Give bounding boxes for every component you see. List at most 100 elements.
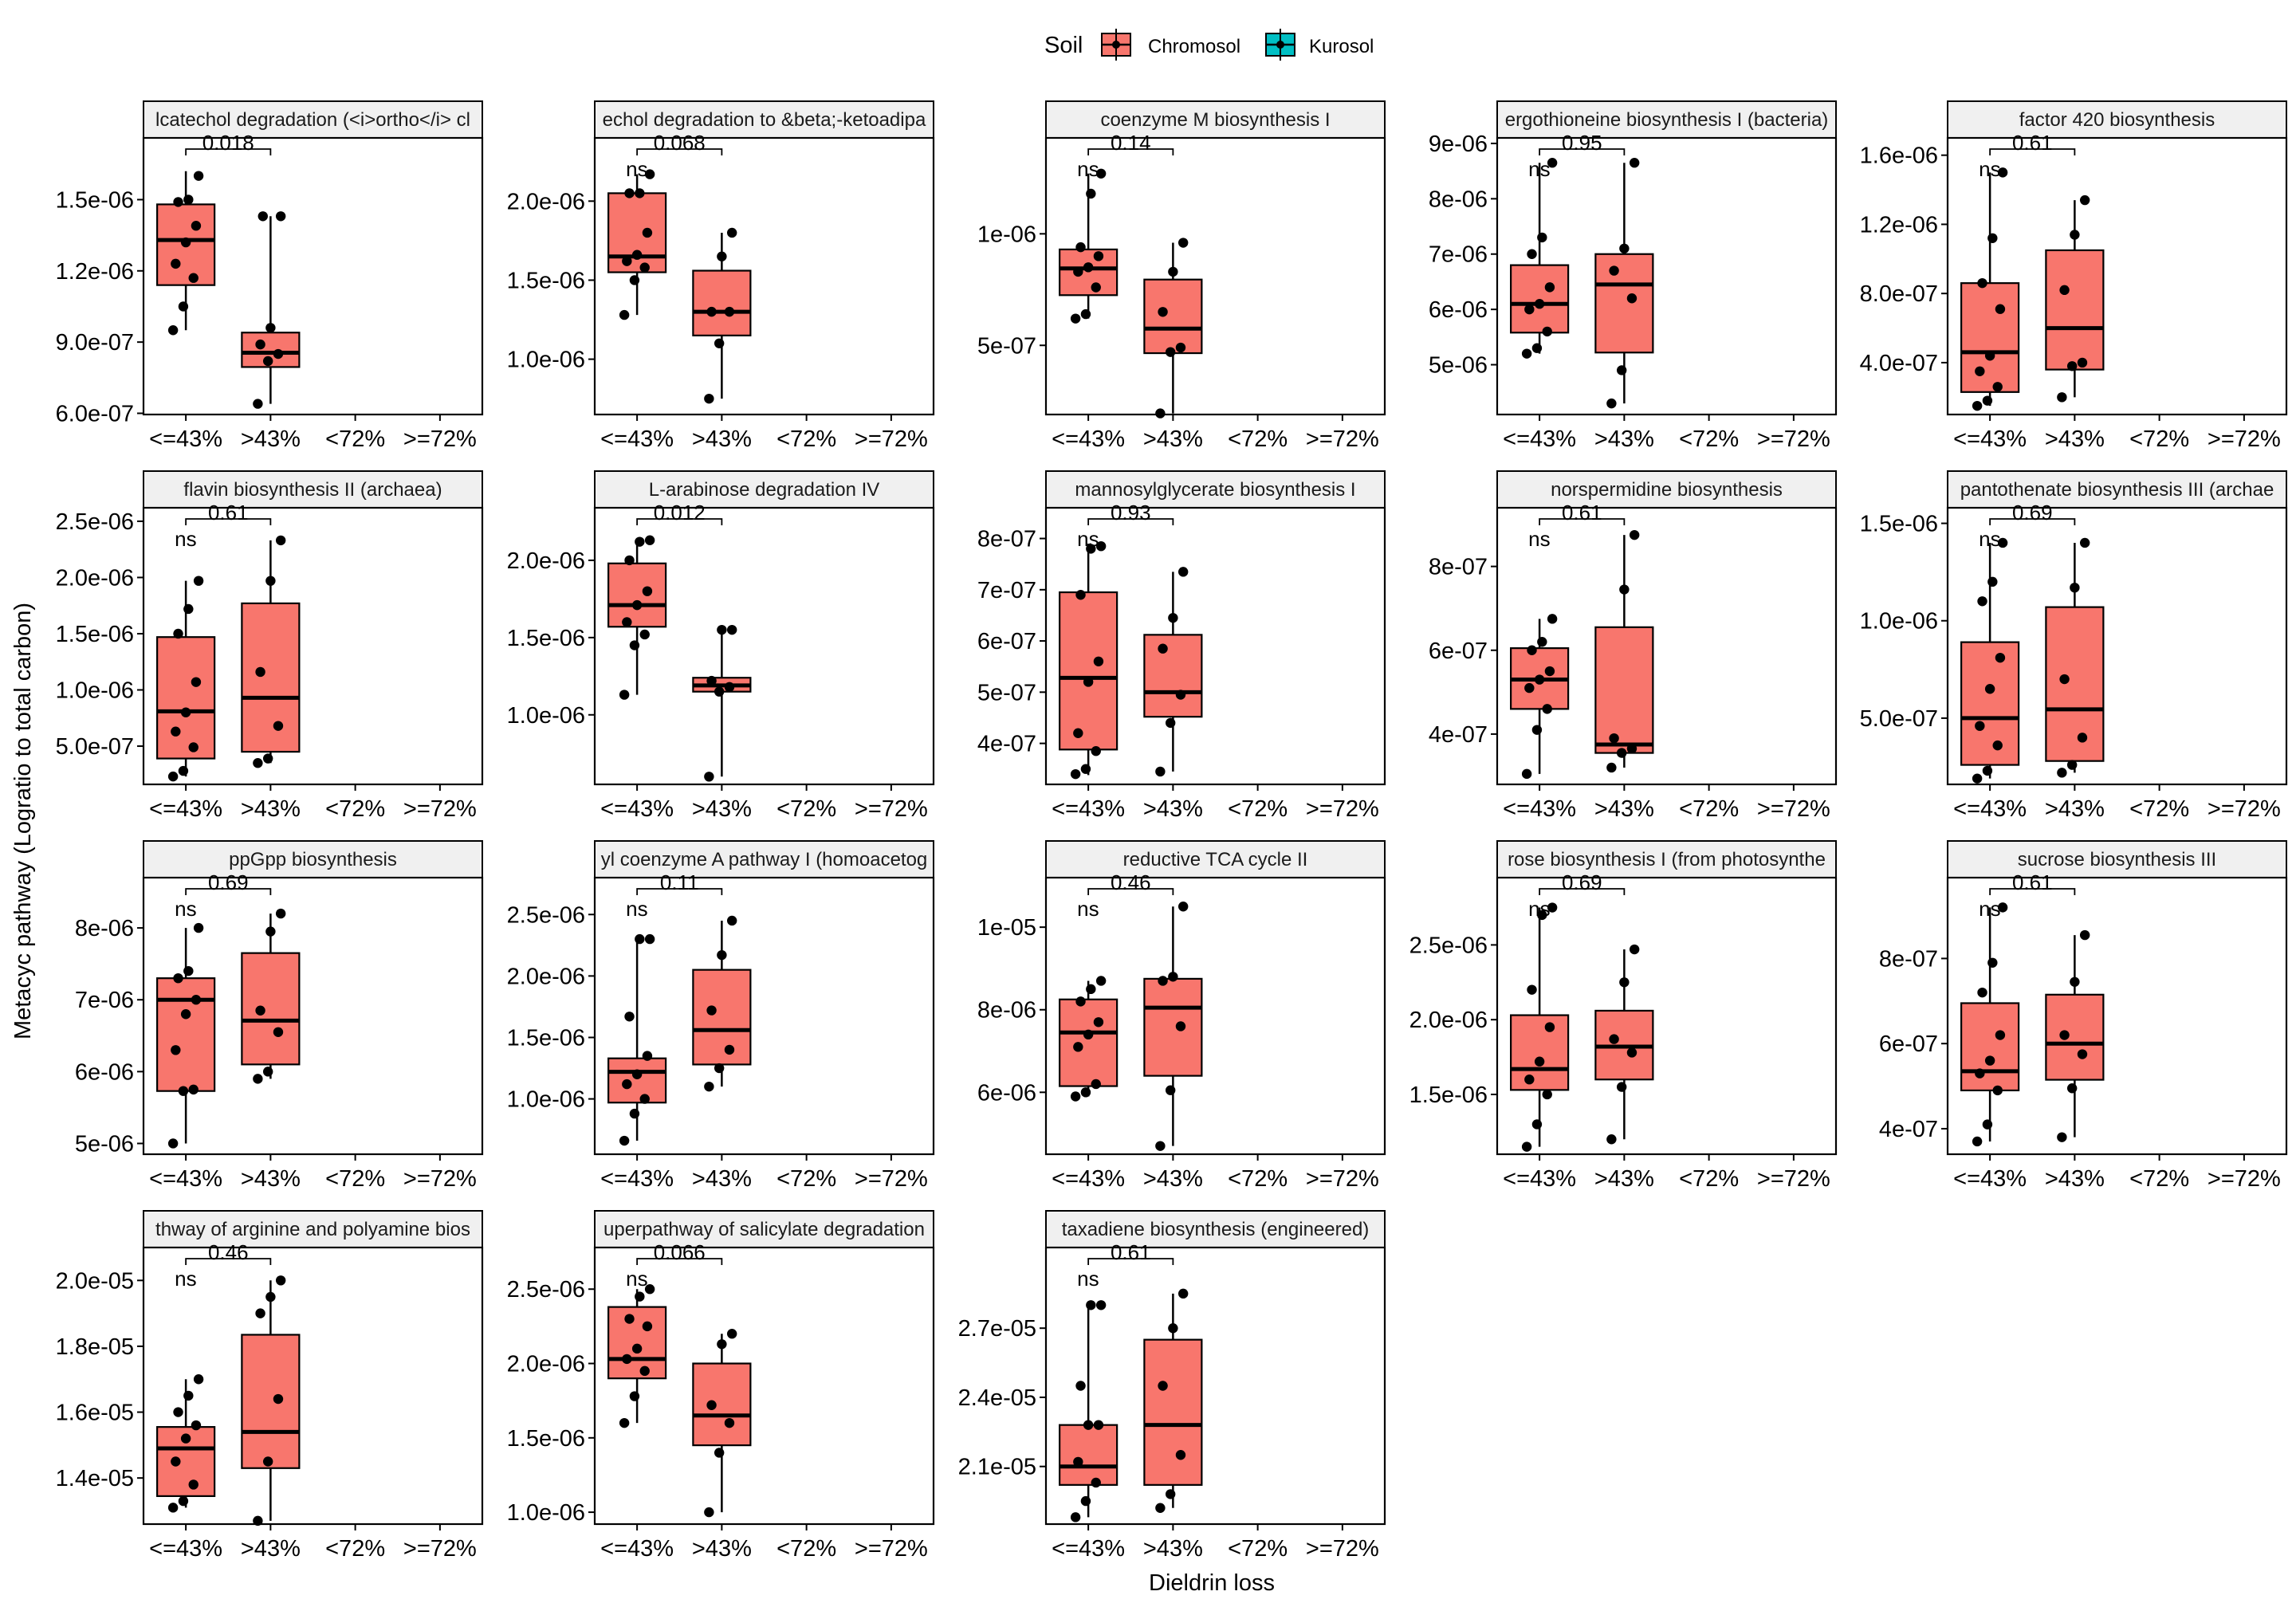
x-tick-label: <72% [325, 1166, 385, 1192]
data-point [629, 275, 640, 285]
data-point [714, 1063, 725, 1074]
data-point [2077, 733, 2088, 743]
data-point [726, 1329, 737, 1339]
data-point [193, 576, 204, 586]
x-tick-label: <=43% [600, 796, 674, 822]
data-point [1168, 266, 1178, 277]
x-tick-label: >43% [2045, 1166, 2105, 1192]
box [2045, 249, 2105, 371]
box [156, 977, 216, 1092]
comparison-bracket [1539, 148, 1626, 155]
data-point [1534, 674, 1545, 685]
y-tick-label: 2.0e-06 [507, 189, 585, 214]
facet-panel: sucrose biosynthesis III 4e-07 6e-07 8e-07 <… [1879, 840, 2288, 1192]
data-point [1972, 400, 1983, 411]
data-point [622, 1354, 632, 1365]
legend-label-kurosol: Kurosol [1309, 36, 1374, 57]
x-tick-label: >43% [692, 1536, 752, 1562]
y-tick-label: 8e-06 [75, 916, 134, 941]
data-point [262, 356, 273, 367]
data-point [1155, 1503, 1166, 1513]
data-point [1075, 590, 1086, 600]
x-tick-label: <72% [1679, 796, 1739, 822]
data-point [1158, 976, 1168, 986]
y-tick-label: 1.5e-06 [507, 1025, 585, 1051]
data-point [1095, 540, 1107, 552]
data-point [183, 194, 194, 205]
data-point [726, 227, 737, 238]
x-tick-label: >=72% [403, 1536, 477, 1562]
comparison-bracket [636, 518, 723, 525]
data-point [1987, 957, 1998, 968]
facet-title: ergothioneine biosynthesis I (bacteria) [1505, 109, 1829, 131]
data-point [1091, 1079, 1101, 1090]
data-point [644, 169, 655, 179]
significance-label: ns [1077, 897, 1099, 921]
data-point [1091, 282, 1101, 293]
data-point [188, 1479, 199, 1490]
x-tick-label: >=72% [2208, 796, 2281, 822]
y-tick-label: 6e-07 [977, 629, 1036, 654]
plot-panel [593, 506, 935, 786]
data-point [2066, 1083, 2078, 1094]
x-tick-label: >43% [1594, 796, 1654, 822]
p-value-label: 0.068 [654, 131, 706, 155]
data-point [1534, 1056, 1545, 1067]
data-point [1629, 158, 1640, 168]
facet-title: sucrose biosynthesis III [2018, 849, 2216, 870]
data-point [1168, 972, 1178, 982]
comparison-bracket [636, 1258, 723, 1265]
facet-panel: thway of arginine and polyamine bios 1.4e… [56, 1210, 484, 1562]
data-point [622, 1079, 632, 1090]
data-point [253, 1074, 263, 1084]
significance-label: ns [1528, 157, 1550, 181]
x-tick-label: <=43% [600, 426, 674, 452]
y-tick-label: 1.4e-05 [56, 1466, 134, 1491]
data-point [624, 555, 635, 566]
data-point [167, 771, 179, 782]
significance-label: ns [1979, 897, 2000, 921]
data-point [639, 1365, 650, 1377]
data-point [635, 188, 645, 198]
data-point [1609, 733, 1619, 744]
data-point [180, 237, 191, 248]
y-axis-title: Metacyc pathway (Logratio to total carbo… [10, 603, 36, 1039]
data-point [191, 221, 202, 231]
plot-panel [142, 136, 484, 416]
data-point [2066, 760, 2078, 770]
data-point [1984, 351, 1995, 361]
x-tick-label: >43% [692, 796, 752, 822]
facet-panel: pantothenate biosynthesis III (archae 5.0… [1860, 470, 2288, 822]
y-tick-label: 5.0e-07 [1860, 706, 1938, 732]
y-tick-label: 1.0e-06 [507, 1500, 585, 1526]
data-point [1091, 1477, 1101, 1488]
significance-label: ns [626, 897, 647, 921]
data-point [1987, 576, 1998, 587]
comparison-bracket [636, 148, 723, 155]
data-point [2070, 230, 2080, 240]
data-point [1521, 1141, 1532, 1152]
data-point [635, 933, 645, 945]
data-point [171, 1456, 181, 1467]
facet-panel: echol degradation to &beta;-ketoadipa 1.0… [507, 100, 935, 452]
data-point [1995, 1030, 2006, 1040]
data-point [265, 926, 276, 937]
data-point [1992, 740, 2003, 751]
facet-title: pantothenate biosynthesis III (archae [1960, 479, 2274, 501]
data-point [1542, 1089, 1552, 1100]
y-tick-label: 2.0e-06 [56, 565, 134, 591]
box [1059, 248, 1119, 297]
data-point [1155, 766, 1166, 777]
p-value-label: 0.14 [1111, 131, 1151, 155]
data-point [2066, 361, 2078, 371]
data-point [1165, 1489, 1176, 1499]
x-tick-label: <=43% [600, 1166, 674, 1192]
x-tick-label: <72% [325, 1536, 385, 1562]
data-point [1547, 614, 1558, 624]
y-tick-label: 2.5e-06 [1409, 933, 1488, 958]
box [156, 636, 216, 760]
data-point [183, 603, 194, 615]
data-point [1626, 1047, 1637, 1058]
x-tick-label: >43% [241, 1536, 301, 1562]
